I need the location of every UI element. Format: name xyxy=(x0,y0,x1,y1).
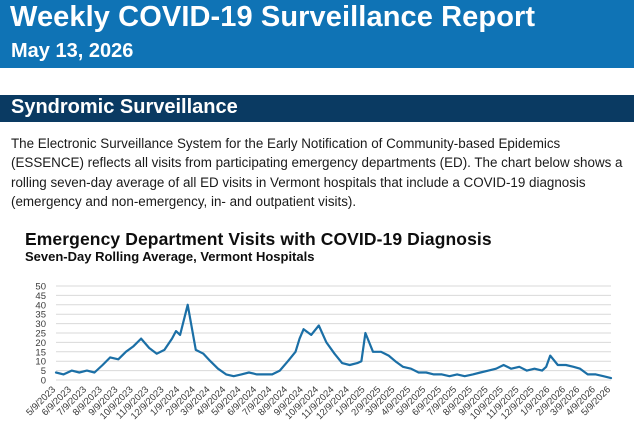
chart-title: Emergency Department Visits with COVID-1… xyxy=(25,229,492,249)
y-tick-label: 40 xyxy=(35,300,46,311)
chart-subtitle: Seven-Day Rolling Average, Vermont Hospi… xyxy=(25,249,315,264)
report-banner: Weekly COVID-19 Surveillance Report May … xyxy=(0,0,634,68)
y-tick-label: 45 xyxy=(35,291,46,302)
y-tick-label: 5 xyxy=(41,366,46,377)
y-tick-label: 35 xyxy=(35,310,46,321)
y-tick-label: 10 xyxy=(35,357,46,368)
section-title: Syndromic Surveillance xyxy=(11,96,238,118)
y-tick-label: 50 xyxy=(35,282,46,293)
ed-visits-line-chart: 051015202530354045505/9/20236/9/20237/9/… xyxy=(24,282,613,423)
y-tick-label: 0 xyxy=(41,376,46,387)
report-date: May 13, 2026 xyxy=(11,40,134,62)
y-tick-label: 25 xyxy=(35,329,46,340)
y-tick-label: 30 xyxy=(35,319,46,330)
report-title: Weekly COVID-19 Surveillance Report xyxy=(10,1,536,33)
y-tick-label: 20 xyxy=(35,338,46,349)
y-tick-label: 15 xyxy=(35,347,46,358)
section-paragraph: The Electronic Surveillance System for t… xyxy=(11,136,623,209)
series-line xyxy=(54,303,613,380)
section-header-bar: Syndromic Surveillance xyxy=(0,95,634,122)
